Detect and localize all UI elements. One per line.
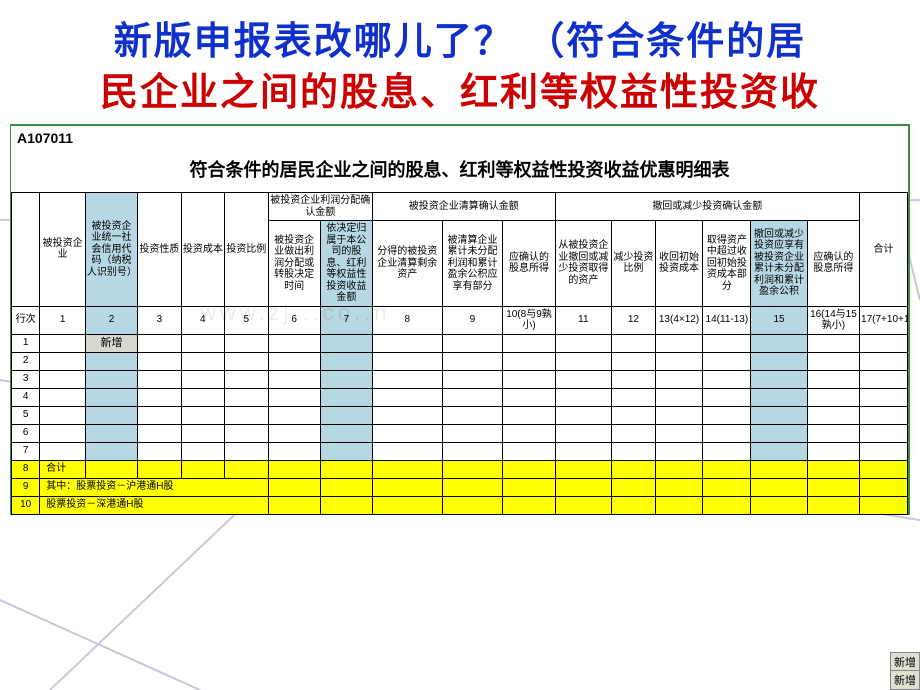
side-tag-new-2: 新增 (890, 670, 920, 690)
table-row: 1新增 (12, 334, 908, 352)
title-part-blue2: （符合条件的居 (526, 21, 806, 63)
col-header-row (12, 193, 40, 307)
col-header-15: 撤回或减少投资应享有被投资企业累计未分配利润和累计盈余公积 (751, 221, 808, 307)
col-header-1: 被投资企业 (40, 193, 86, 307)
colnum-14: 14(11-13) (703, 306, 751, 334)
col-header-11: 从被投资企业撤回或减少投资取得的资产 (555, 221, 612, 307)
table-row-stock-hk: 9其中：股票投资－沪港通H股 (12, 478, 908, 496)
colnum-15: 15 (751, 306, 808, 334)
colnum-2: 2 (85, 306, 137, 334)
col-header-16: 应确认的股息所得 (807, 221, 859, 307)
colnum-10: 10(8与9孰小) (503, 306, 555, 334)
colnum-5: 5 (225, 306, 268, 334)
col-header-9: 被清算企业累计未分配利润和累计盈余公积应享有部分 (442, 221, 503, 307)
colnum-6: 6 (268, 306, 320, 334)
colnum-16: 16(14与15孰小) (807, 306, 859, 334)
col-header-3: 投资性质 (138, 193, 181, 307)
col-header-5: 投资比例 (225, 193, 268, 307)
group-header-3: 撤回或减少投资确认金额 (555, 193, 859, 221)
col-header-12: 减少投资比例 (612, 221, 655, 307)
table-title: 符合条件的居民企业之间的股息、红利等权益性投资收益优惠明细表 (11, 150, 908, 192)
colnum-7: 7 (320, 306, 372, 334)
col-header-2: 被投资企业统一社会信用代码（纳税人识别号） (85, 193, 137, 307)
total-label: 合计 (40, 460, 86, 478)
table-row-stock-sz: 10股票投资－深港通H股 (12, 496, 908, 514)
col-header-7: 依决定归属于本公司的股息、红利等权益性投资收益金额 (320, 221, 372, 307)
table-row: 7 (12, 442, 908, 460)
colnum-8: 8 (372, 306, 442, 334)
table-row: 4 (12, 388, 908, 406)
colnum-3: 3 (138, 306, 181, 334)
col-header-10: 应确认的股息所得 (503, 221, 555, 307)
table-row: 5 (12, 406, 908, 424)
colnum-row: 行次 (12, 306, 40, 334)
col-header-14: 取得资产中超过收回初始投资成本部分 (703, 221, 751, 307)
col-header-17: 合计 (860, 193, 908, 307)
stock-sz-label: 股票投资－深港通H股 (40, 496, 268, 514)
table-row: 6 (12, 424, 908, 442)
stock-hk-label: 其中：股票投资－沪港通H股 (40, 478, 268, 496)
new-tag-cell: 新增 (85, 334, 137, 352)
slide-title: 新版申报表改哪儿了？ （符合条件的居 民企业之间的股息、红利等权益性投资收 (0, 0, 920, 116)
table-row: 2 (12, 352, 908, 370)
group-header-2: 被投资企业清算确认金额 (372, 193, 555, 221)
colnum-17: 17(7+10+16) (860, 306, 908, 334)
colnum-4: 4 (181, 306, 224, 334)
table-row-total: 8合计 (12, 460, 908, 478)
col-header-13: 收回初始投资成本 (655, 221, 703, 307)
colnum-11: 11 (555, 306, 612, 334)
col-header-4: 投资成本 (181, 193, 224, 307)
col-header-6: 被投资企业做出利润分配或转股决定时间 (268, 221, 320, 307)
title-line2: 民企业之间的股息、红利等权益性投资收 (30, 61, 890, 116)
col-header-8: 分得的被投资企业清算剩余资产 (372, 221, 442, 307)
colnum-1: 1 (40, 306, 86, 334)
detail-table: 被投资企业 被投资企业统一社会信用代码（纳税人识别号） 投资性质 投资成本 投资… (11, 192, 908, 515)
title-part-blue: 新版申报表改哪儿了？ (114, 21, 514, 63)
colnum-9: 9 (442, 306, 503, 334)
colnum-12: 12 (612, 306, 655, 334)
table-row: 3 (12, 370, 908, 388)
form-code: A107011 (11, 126, 908, 150)
group-header-1: 被投资企业利润分配确认金额 (268, 193, 372, 221)
side-tag-new-1: 新增 (890, 652, 920, 672)
form-sheet: A107011 符合条件的居民企业之间的股息、红利等权益性投资收益优惠明细表 被… (10, 124, 910, 515)
colnum-13: 13(4×12) (655, 306, 703, 334)
